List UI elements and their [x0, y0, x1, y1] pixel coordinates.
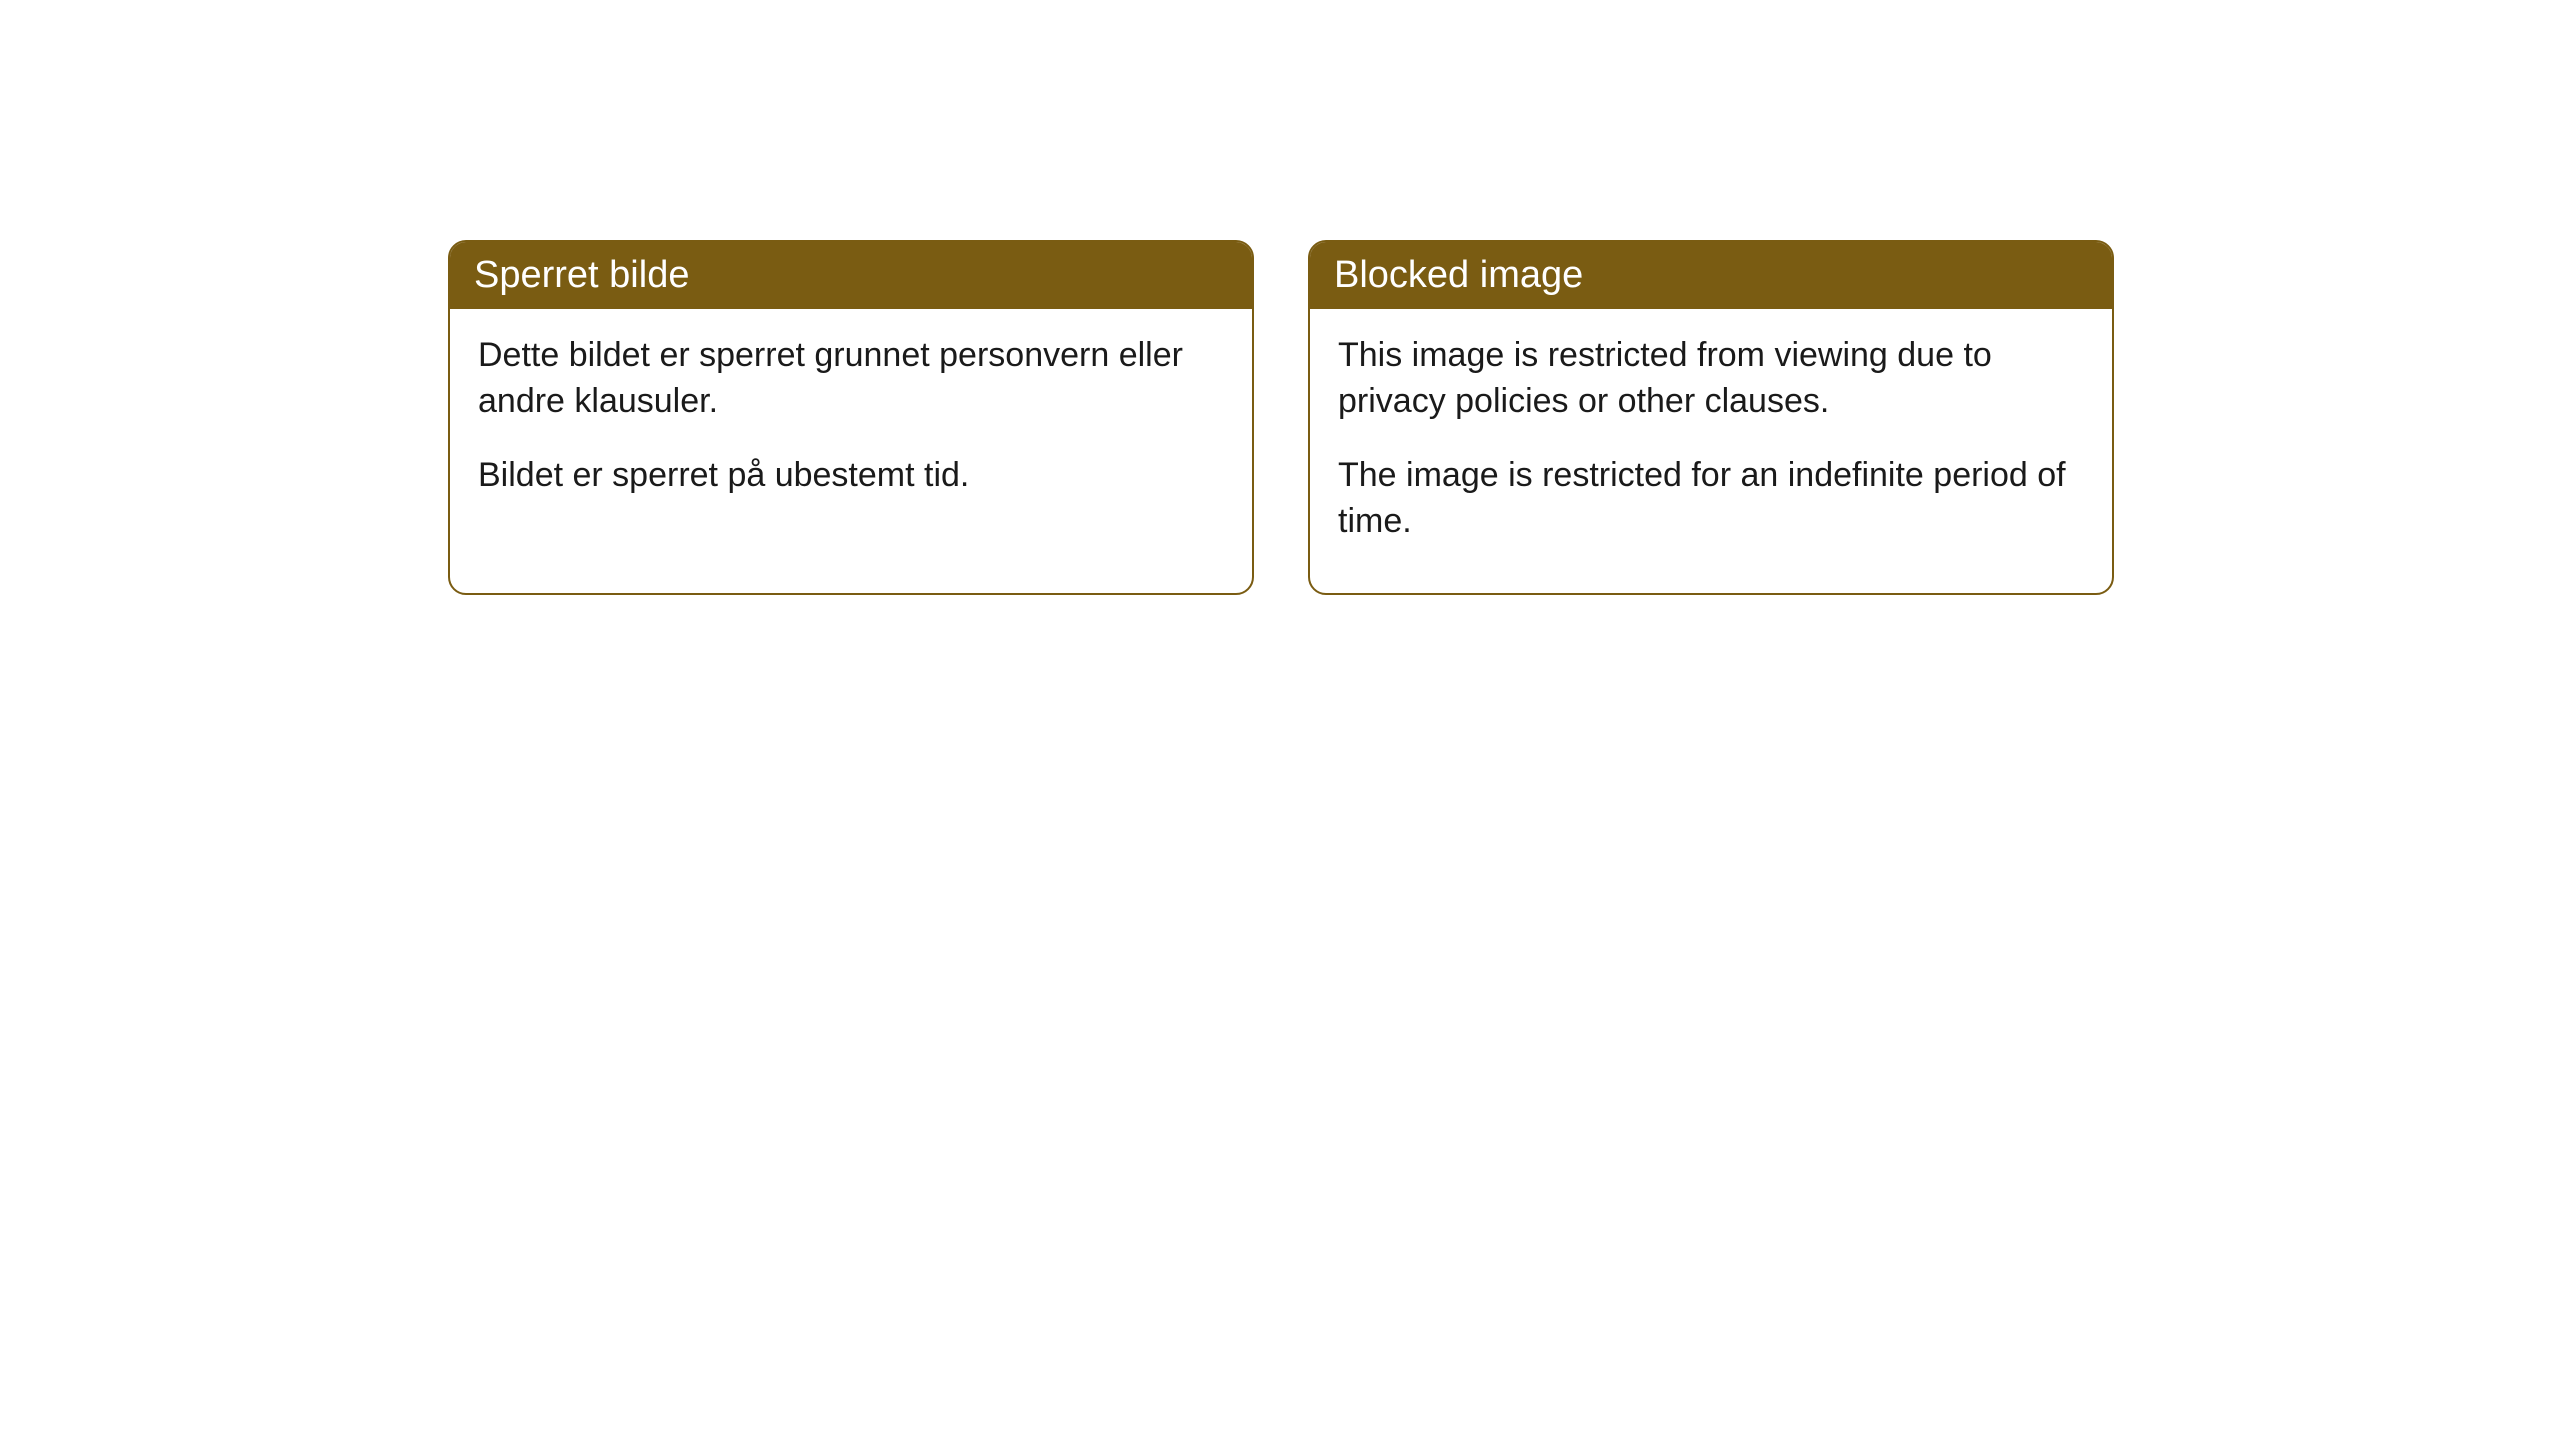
- card-paragraph: This image is restricted from viewing du…: [1338, 333, 2084, 425]
- card-paragraph: The image is restricted for an indefinit…: [1338, 453, 2084, 545]
- card-paragraph: Bildet er sperret på ubestemt tid.: [478, 453, 1224, 499]
- card-body: This image is restricted from viewing du…: [1310, 309, 2112, 593]
- card-paragraph: Dette bildet er sperret grunnet personve…: [478, 333, 1224, 425]
- notice-card-english: Blocked image This image is restricted f…: [1308, 240, 2114, 595]
- card-title: Blocked image: [1334, 254, 1583, 296]
- card-header: Sperret bilde: [450, 242, 1252, 309]
- notice-card-norwegian: Sperret bilde Dette bildet er sperret gr…: [448, 240, 1254, 595]
- card-header: Blocked image: [1310, 242, 2112, 309]
- card-body: Dette bildet er sperret grunnet personve…: [450, 309, 1252, 547]
- card-title: Sperret bilde: [474, 254, 689, 296]
- cards-container: Sperret bilde Dette bildet er sperret gr…: [448, 240, 2114, 595]
